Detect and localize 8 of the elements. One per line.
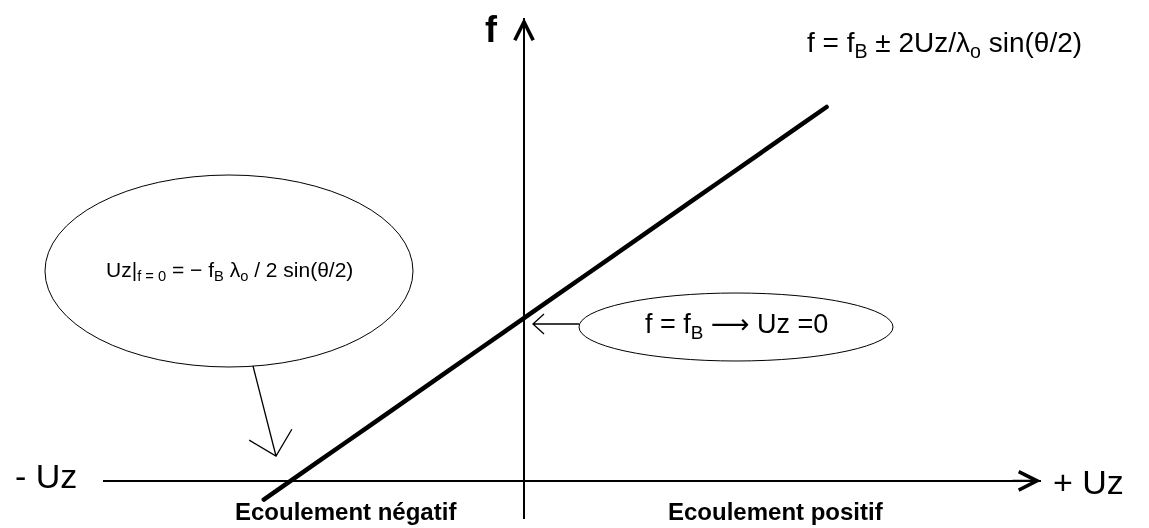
text: f = f$_{B}$ ± 2Uz/λ$_{o}$ sin(θ/2) xyxy=(807,27,1083,62)
annotation: Ecoulement négatif xyxy=(235,498,458,525)
annotation: Ecoulement positif xyxy=(668,498,884,525)
annotation: f = f$_{B}$ ⟶ Uz =0 xyxy=(645,309,829,343)
y-axis-title: f xyxy=(485,9,498,50)
annotation: Uz|$_{f = 0}$ = − f$_{B}$ λ$_{o}$ / 2 sin(θ/2) xyxy=(106,258,354,285)
x-axis-title: + Uz xyxy=(1053,463,1124,501)
text: - Uz xyxy=(15,457,78,495)
